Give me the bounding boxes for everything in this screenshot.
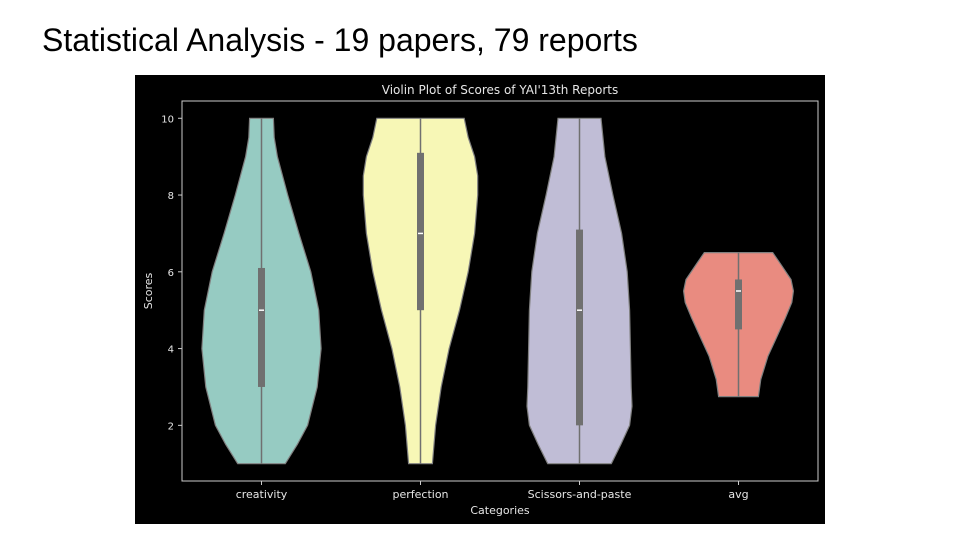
- y-tick-label: 6: [168, 268, 174, 279]
- y-tick-label: 4: [168, 345, 174, 356]
- plot-frame: [181, 100, 819, 482]
- y-tick-label: 10: [161, 114, 174, 125]
- violin-iqr-box: [258, 267, 265, 387]
- chart-title: Violin Plot of Scores of YAI'13th Report…: [382, 83, 618, 97]
- slide-title: Statistical Analysis - 19 papers, 79 rep…: [42, 22, 638, 58]
- x-tick-label: creativity: [236, 488, 288, 501]
- y-tick-label: 8: [168, 191, 174, 202]
- violin-iqr-box: [417, 152, 424, 311]
- y-tick-label: 2: [168, 421, 174, 432]
- x-tick-label: avg: [728, 488, 748, 501]
- y-axis: 2 4 6 8 10: [161, 114, 182, 432]
- y-axis-label: Scores: [142, 272, 155, 309]
- chart-canvas: Violin Plot of Scores of YAI'13th Report…: [142, 83, 819, 517]
- violins-layer: [201, 117, 795, 465]
- x-tick-label: perfection: [392, 488, 448, 501]
- x-axis: creativity perfection Scissors-and-paste av…: [236, 481, 749, 501]
- violin-iqr-box: [576, 229, 583, 426]
- x-tick-label: Scissors-and-paste: [528, 488, 632, 501]
- x-axis-label: Categories: [470, 504, 530, 517]
- violin-iqr-box: [735, 279, 742, 330]
- violin-chart: Violin Plot of Scores of YAI'13th Report…: [135, 75, 825, 524]
